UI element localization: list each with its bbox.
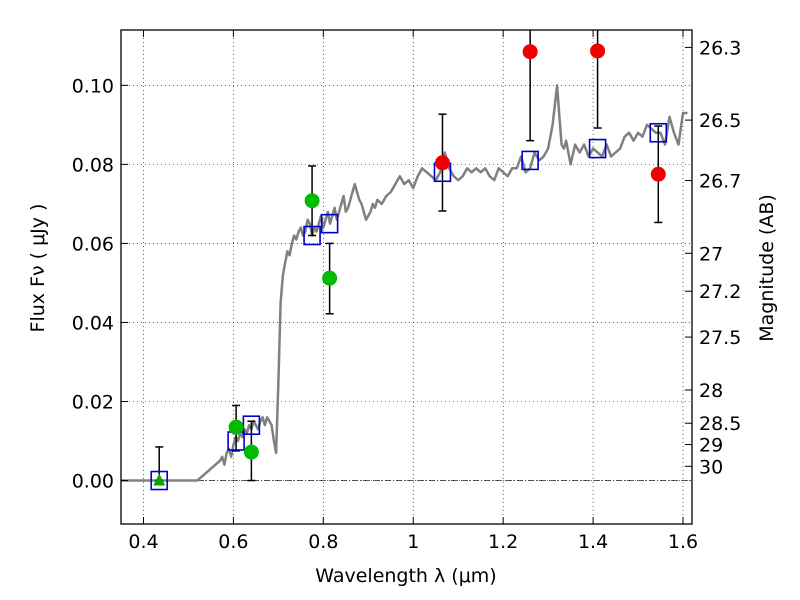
y-tick-label: 0.00 <box>72 471 114 493</box>
observed-point <box>522 44 538 60</box>
y-tick-label: 0.06 <box>72 233 114 255</box>
x-tick-labels: 0.4 0.6 0.8 1 1.2 1.4 1.6 <box>128 531 698 553</box>
model-photometry-square <box>303 225 321 246</box>
y-tick-label: 0.08 <box>72 154 114 176</box>
axis-ticks <box>121 30 692 524</box>
sed-model-curve <box>121 84 688 482</box>
y-tick-label: 0.02 <box>72 391 114 413</box>
x-tick-label: 0.4 <box>128 531 158 553</box>
y2-tick-label: 27.5 <box>699 327 741 349</box>
model-photometry-square <box>588 138 607 159</box>
x-tick-label: 1.2 <box>488 531 518 553</box>
y-tick-label: 0.04 <box>72 312 114 334</box>
y-axis-title: Flux Fν ( μJy ) <box>27 204 49 333</box>
model-photometry-square <box>649 122 668 143</box>
observed-point <box>590 43 606 59</box>
y-tick-labels: 0.00 0.02 0.04 0.06 0.08 0.10 <box>72 75 114 492</box>
sed-model-line <box>121 84 688 482</box>
y2-tick-label: 28.5 <box>699 413 741 435</box>
x-tick-label: 0.6 <box>218 531 248 553</box>
y2-tick-label: 30 <box>699 456 723 478</box>
y2-tick-label: 26.5 <box>699 110 741 132</box>
observed-point <box>322 270 338 286</box>
grid-lines <box>121 30 692 524</box>
x-axis-title: Wavelength λ (μm) <box>315 565 496 587</box>
x-tick-label: 0.8 <box>308 531 338 553</box>
observed-photometry-markers <box>153 43 666 486</box>
y2-tick-label: 26.3 <box>699 37 741 59</box>
error-bars <box>155 30 663 482</box>
y2-tick-label: 27.2 <box>699 281 741 303</box>
y2-tick-label: 26.7 <box>699 171 741 193</box>
model-photometry-square <box>242 415 261 436</box>
observed-point <box>434 155 450 171</box>
model-photometry-square <box>150 470 169 491</box>
model-photometry-markers <box>150 122 668 491</box>
y2-tick-label: 29 <box>699 435 723 457</box>
plot-frame <box>120 29 693 525</box>
x-tick-label: 1.4 <box>578 531 608 553</box>
observed-upper-limit-triangle <box>153 473 166 486</box>
observed-point <box>228 419 244 435</box>
observed-point <box>243 444 259 460</box>
model-photometry-square <box>320 213 339 234</box>
observed-point <box>650 166 666 182</box>
x-tick-label: 1.6 <box>668 531 698 553</box>
y2-tick-label: 27 <box>699 243 723 265</box>
model-photometry-square <box>521 150 539 171</box>
y2-axis-title: Magnitude (AB) <box>756 194 778 342</box>
observed-point <box>304 193 320 209</box>
x-tick-label: 1 <box>407 531 419 553</box>
y2-tick-label: 28 <box>699 380 723 402</box>
y-tick-label: 0.10 <box>72 75 114 97</box>
